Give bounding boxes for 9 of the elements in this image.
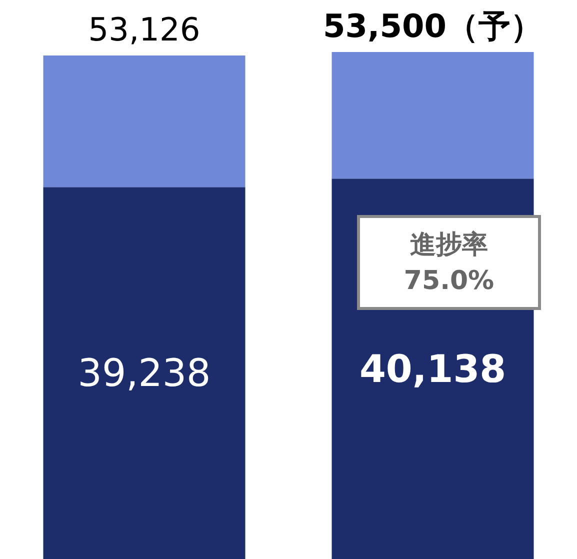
annotation: 進捗率 75.0%: [404, 228, 494, 298]
callout-box: 進捗率 75.0%: [357, 215, 541, 310]
total-label: 53,126: [88, 10, 200, 49]
bar: [43, 56, 246, 188]
total-label: 53,500（予）: [323, 7, 542, 45]
data-label: 39,238: [78, 351, 211, 396]
data-label: 40,138: [359, 346, 506, 391]
bar: [332, 52, 534, 179]
bar: [43, 187, 246, 559]
